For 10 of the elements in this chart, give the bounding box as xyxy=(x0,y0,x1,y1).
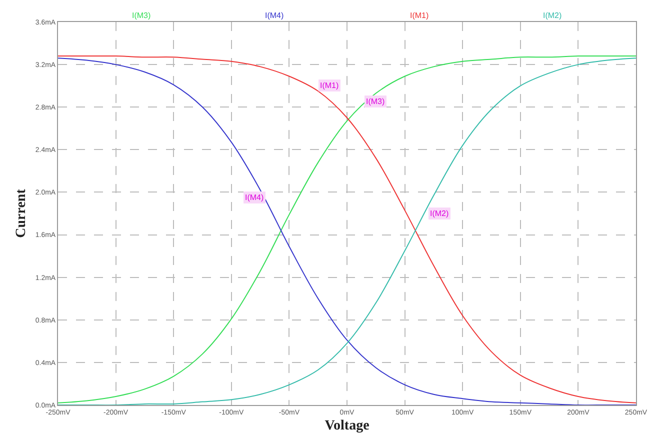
text: I(M1) xyxy=(410,11,429,20)
x-axis-title: Voltage xyxy=(324,418,370,434)
annotation: I(M4) xyxy=(245,193,264,202)
annotation: I(M2) xyxy=(430,209,449,218)
text: I(M2) xyxy=(543,11,562,20)
text: I(M4) xyxy=(265,11,284,20)
annotation: I(M3) xyxy=(366,97,385,106)
y-axis-title: Current xyxy=(14,188,29,238)
text: I(M3) xyxy=(132,11,151,20)
annotation: I(M1) xyxy=(320,81,339,90)
